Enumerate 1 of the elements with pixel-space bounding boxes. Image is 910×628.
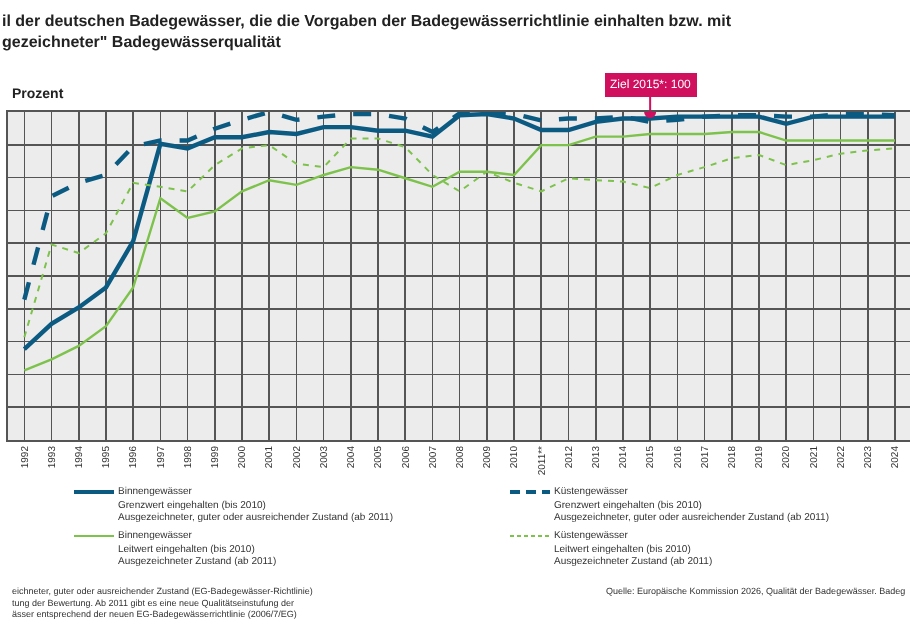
chart-title: il der deutschen Badegewässer, die die Vorgaben der Badegewässerrichtlinie einhalten bzw. mit gezeichneter" Badegewässerqualität (2, 12, 732, 51)
